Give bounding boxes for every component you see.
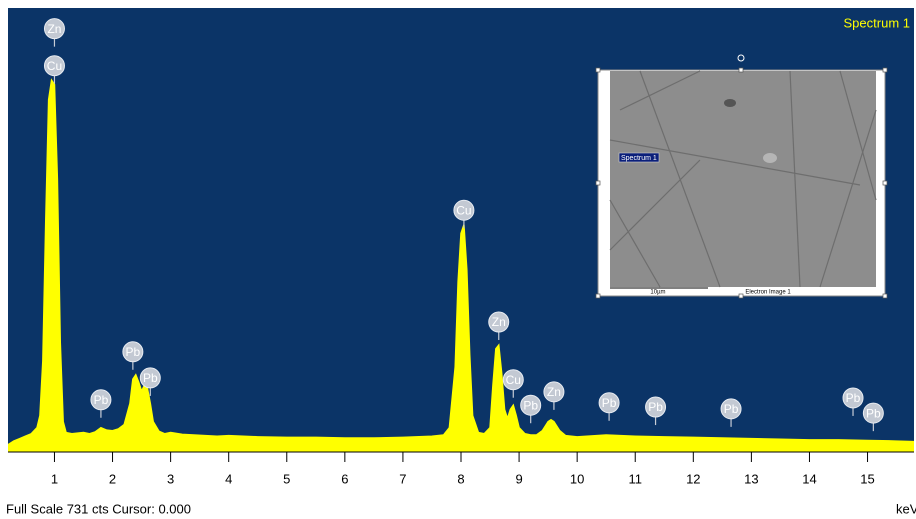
x-tick-label: 7 [399,471,406,486]
peak-label: Pb [520,394,542,424]
spectrum-title: Spectrum 1 [844,15,910,30]
plot [8,78,914,452]
peak-label-text: Pb [648,400,663,414]
peak-label-badge [720,398,742,420]
peak-label: Pb [122,341,144,370]
x-tick-label: 4 [225,471,232,486]
peak-label: Pb [598,392,620,421]
scale-bar-label: 10µm [650,290,665,296]
x-tick-label: 14 [802,471,816,486]
x-tick-label: 2 [109,471,116,486]
x-tick-label: 3 [167,471,174,486]
peak-label: Pb [842,387,864,416]
peak-label-text: Pb [94,393,109,407]
peak-label-badge [488,311,510,333]
peak-label: Pb [645,396,667,426]
x-tick-label: 11 [628,471,642,486]
peak-label-badge [862,402,884,424]
peak-label: Pb [139,367,161,396]
peak-label-badge [122,341,144,363]
peak-label-badge [543,381,565,403]
rotate-handle [737,54,745,62]
peak-label-text: Pb [143,371,158,385]
peak-label: Pb [720,398,742,427]
peak-label-text: Pb [846,391,861,405]
pit [724,99,736,107]
x-tick-label: 1 [51,471,58,486]
electron-image: Spectrum 1 10µm Electron Image 1 [595,54,888,299]
peak-label-badge [43,18,65,40]
x-tick-label: 12 [686,471,700,486]
peak-label: Cu [502,369,524,398]
particle [763,153,777,163]
peak-label-text: Pb [602,396,617,410]
peak-label-text: Zn [47,22,61,36]
x-tick-label: 13 [744,471,758,486]
peak-label: Cu [43,55,65,84]
resize-handles [595,67,888,299]
peak-label-text: Zn [492,315,506,329]
x-tick-label: 8 [457,471,464,486]
peak-label-badge [139,367,161,389]
peak-label-badge [453,199,475,221]
x-tick-label: 10 [570,471,584,486]
x-tick-label: 6 [341,471,348,486]
peak-label: Zn [43,18,65,47]
peak-label: Zn [543,381,565,410]
peak-label: Cu [453,199,475,229]
scratches [609,70,877,288]
x-unit: keV [896,501,916,516]
peak-label: Zn [488,311,510,341]
peak-label-badge [598,392,620,414]
peak-label-text: Pb [523,398,538,412]
peak-label-text: Cu [456,203,471,217]
peak-label-text: Pb [724,402,739,416]
peak-label-badge [43,55,65,77]
micrograph [610,71,876,287]
peak-label-badge [90,389,112,411]
x-tick-label: 9 [515,471,522,486]
peak-label-badge [645,396,667,418]
spectrum-marker [618,152,660,163]
peak-label-badge [520,394,542,416]
peak-label-text: Zn [547,385,561,399]
peak-label-badge [502,369,524,391]
x-tick-label: 15 [860,471,874,486]
spectrum-area [8,78,914,452]
image-caption: Electron Image 1 [745,290,791,296]
peak-label-text: Cu [506,373,521,387]
peak-label-badge [842,387,864,409]
peak-label-text: Pb [126,345,141,359]
status-bar: Full Scale 731 cts Cursor: 0.000 [6,501,191,516]
peak-label-text: Cu [47,59,62,73]
peak-label-text: Pb [866,406,881,420]
peak-label: Pb [90,389,112,418]
x-tick-label: 5 [283,471,290,486]
marker-label: Spectrum 1 [621,155,657,162]
peak-label: Pb [862,402,884,432]
